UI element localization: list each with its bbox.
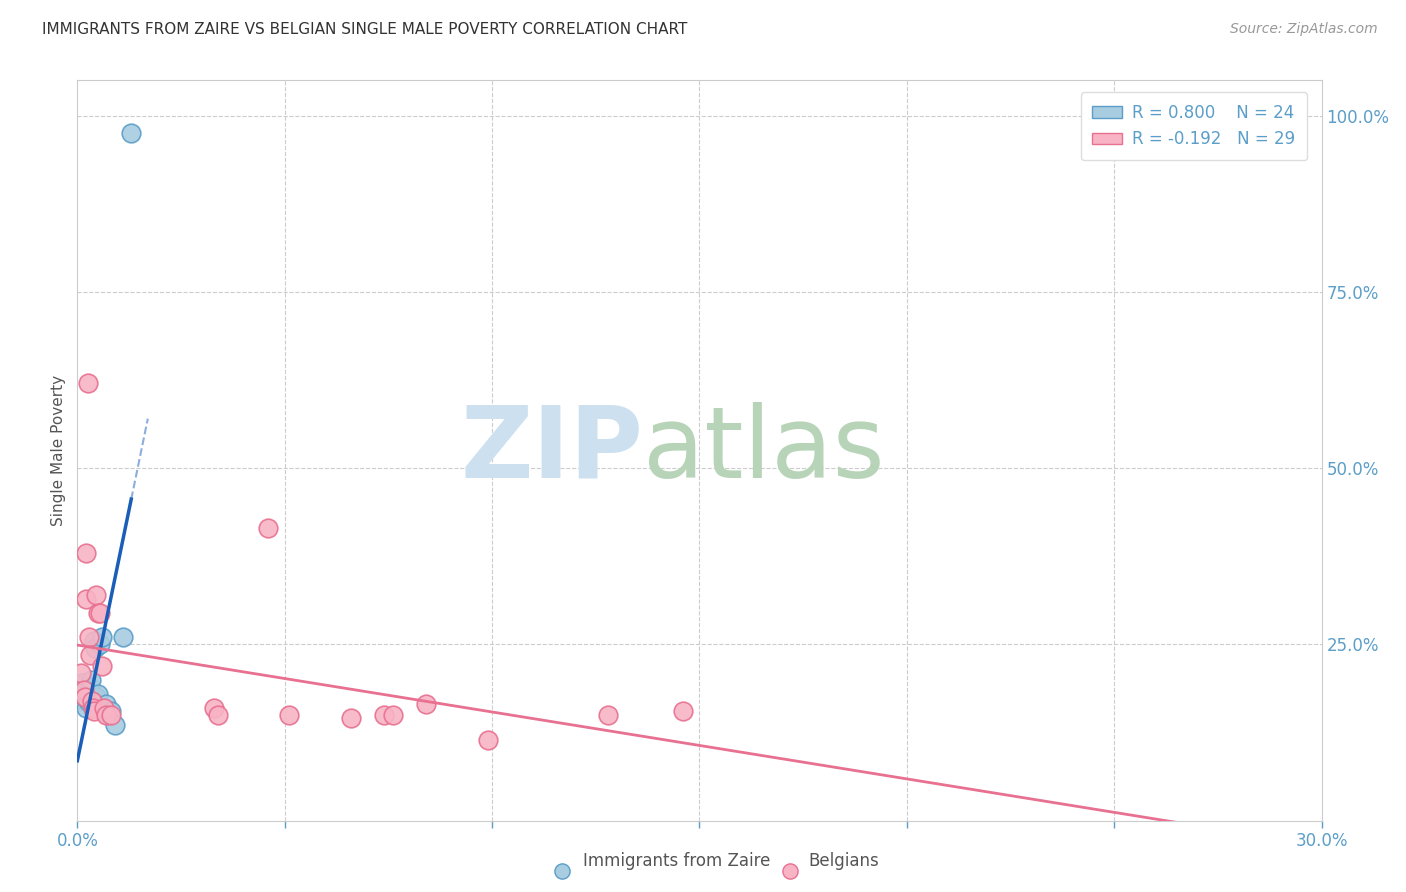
- Point: [257, 521, 280, 535]
- Point: [779, 864, 801, 879]
- Point: [96, 707, 118, 722]
- Point: [100, 707, 122, 722]
- Point: [93, 704, 115, 718]
- Point: [75, 546, 97, 560]
- Point: [75, 591, 97, 606]
- Point: [72, 694, 94, 708]
- Text: Belgians: Belgians: [808, 852, 879, 870]
- Point: [72, 683, 94, 698]
- Text: ZIP: ZIP: [461, 402, 644, 499]
- Point: [91, 630, 114, 644]
- Point: [83, 704, 105, 718]
- Point: [477, 732, 499, 747]
- Point: [76, 376, 98, 391]
- Point: [80, 694, 103, 708]
- Point: [93, 701, 115, 715]
- Point: [381, 707, 404, 722]
- Point: [79, 680, 101, 694]
- Point: [73, 690, 96, 705]
- Point: [672, 704, 695, 718]
- Point: [83, 640, 105, 655]
- Point: [551, 864, 574, 879]
- Point: [100, 704, 122, 718]
- Point: [91, 658, 114, 673]
- Point: [79, 673, 101, 687]
- Point: [111, 630, 134, 644]
- Point: [84, 690, 107, 705]
- Point: [104, 718, 127, 732]
- Text: IMMIGRANTS FROM ZAIRE VS BELGIAN SINGLE MALE POVERTY CORRELATION CHART: IMMIGRANTS FROM ZAIRE VS BELGIAN SINGLE …: [42, 22, 688, 37]
- Point: [89, 637, 111, 651]
- Text: atlas: atlas: [644, 402, 886, 499]
- Point: [207, 707, 229, 722]
- Point: [73, 690, 96, 705]
- Legend: R = 0.800    N = 24, R = -0.192   N = 29: R = 0.800 N = 24, R = -0.192 N = 29: [1081, 92, 1308, 160]
- Point: [69, 683, 91, 698]
- Point: [75, 701, 97, 715]
- Point: [373, 707, 395, 722]
- Point: [76, 694, 98, 708]
- Point: [83, 633, 105, 648]
- Point: [97, 707, 120, 722]
- Point: [79, 648, 101, 662]
- Point: [77, 630, 100, 644]
- Point: [72, 676, 94, 690]
- Point: [120, 126, 142, 140]
- Point: [82, 701, 104, 715]
- Point: [70, 665, 93, 680]
- Point: [89, 606, 111, 620]
- Text: Immigrants from Zaire: Immigrants from Zaire: [583, 852, 770, 870]
- Point: [277, 707, 299, 722]
- Point: [77, 687, 100, 701]
- Point: [96, 698, 118, 712]
- Point: [598, 707, 620, 722]
- Y-axis label: Single Male Poverty: Single Male Poverty: [51, 375, 66, 526]
- Text: Source: ZipAtlas.com: Source: ZipAtlas.com: [1230, 22, 1378, 37]
- Point: [202, 701, 225, 715]
- Point: [87, 687, 110, 701]
- Point: [340, 711, 363, 725]
- Point: [87, 606, 110, 620]
- Point: [75, 683, 97, 698]
- Point: [84, 588, 107, 602]
- Point: [80, 694, 103, 708]
- Point: [415, 698, 437, 712]
